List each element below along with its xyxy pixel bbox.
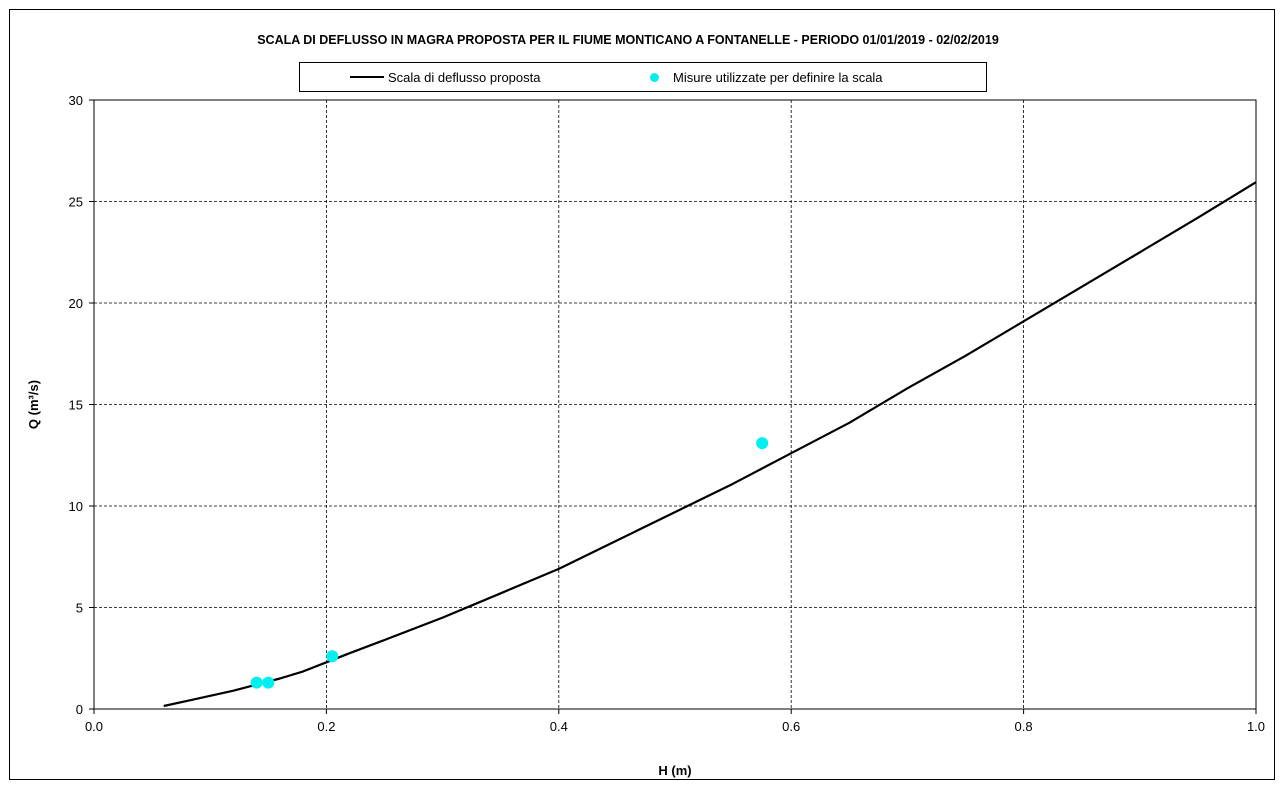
x-tick-label: 1.0 [1247,719,1265,734]
x-axis: 0.0 0.2 0.4 0.6 0.8 1.0 [85,709,1265,734]
x-tick-label: 0.0 [85,719,103,734]
legend-label-line: Scala di deflusso proposta [388,69,541,85]
y-tick-label: 0 [76,702,83,717]
rating-curve-line [163,181,1257,708]
plot-svg: 0.0 0.2 0.4 0.6 0.8 1.0 0 5 10 15 20 25 30 H (m) Q … [26,93,1265,778]
y-tick-label: 5 [76,601,83,616]
measurement-point [756,437,769,450]
legend-item-scatter: Misure utilizzate per definire la scala [650,63,883,91]
y-tick-label: 30 [69,93,83,108]
x-tick-label: 0.8 [1015,719,1033,734]
x-tick-label: 0.6 [782,719,800,734]
series-line-group [163,181,1257,708]
legend-dot-swatch [650,72,659,82]
measurement-point [262,676,275,689]
legend-line-swatch [350,76,384,78]
legend: Scala di deflusso proposta Misure utiliz… [299,62,987,92]
y-axis: 0 5 10 15 20 25 30 [69,93,94,717]
grid [94,100,1256,709]
x-tick-label: 0.2 [317,719,335,734]
y-tick-label: 15 [69,398,83,413]
y-tick-label: 20 [69,296,83,311]
y-tick-label: 10 [69,499,83,514]
chart-title: SCALA DI DEFLUSSO IN MAGRA PROPOSTA PER … [257,33,999,47]
y-axis-label: Q (m³/s) [26,380,41,429]
legend-label-scatter: Misure utilizzate per definire la scala [673,69,883,85]
legend-item-line: Scala di deflusso proposta [350,63,540,91]
series-points-group [250,437,769,689]
x-axis-label: H (m) [658,763,691,778]
measurement-point [250,676,263,689]
x-tick-label: 0.4 [550,719,568,734]
measurement-point [326,650,339,663]
chart-frame: SCALA DI DEFLUSSO IN MAGRA PROPOSTA PER … [9,9,1275,780]
y-tick-label: 25 [69,195,83,210]
